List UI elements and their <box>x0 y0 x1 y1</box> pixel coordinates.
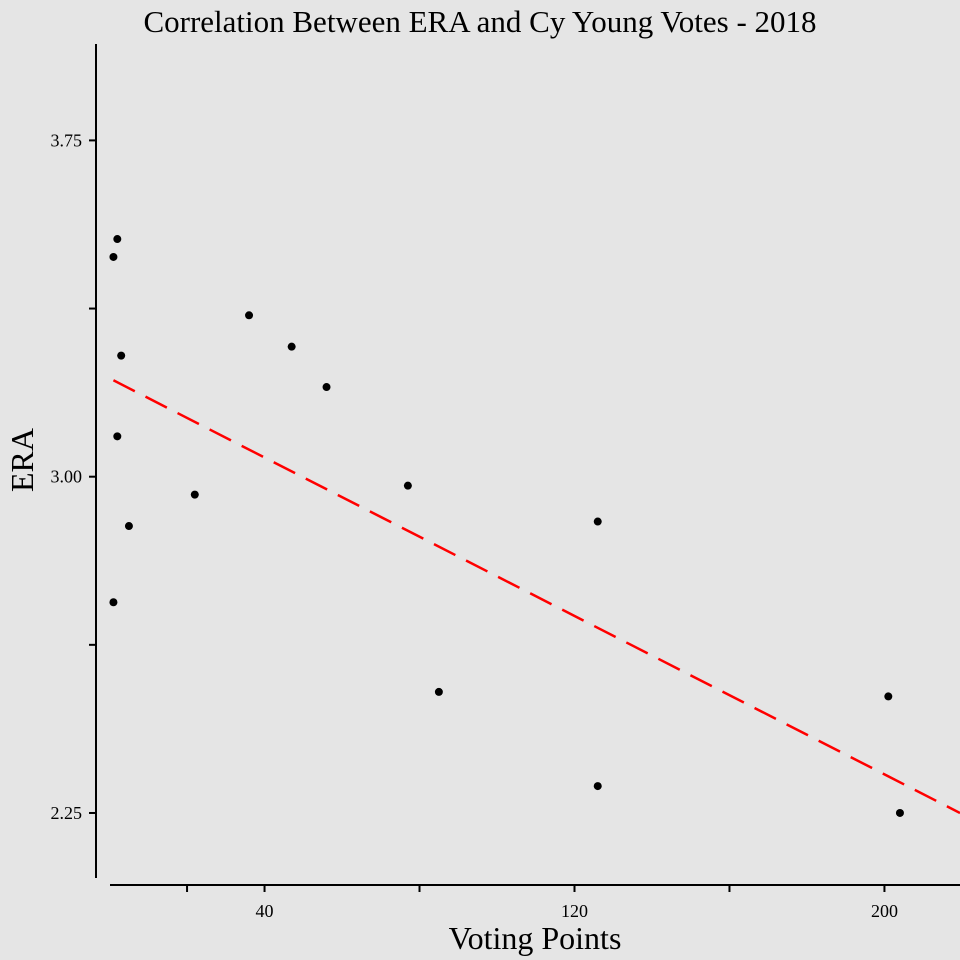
y-tick-label: 3.00 <box>51 467 83 487</box>
data-point <box>434 687 443 696</box>
y-tick-label: 3.75 <box>51 130 83 150</box>
data-point <box>113 432 122 441</box>
x-axis-label: Voting Points <box>449 920 622 956</box>
data-point <box>113 235 122 244</box>
data-point <box>109 252 118 261</box>
data-point <box>895 808 904 817</box>
data-point <box>117 351 126 360</box>
y-tick-label: 2.25 <box>51 803 83 823</box>
data-point <box>593 782 602 791</box>
data-point <box>124 522 133 531</box>
data-point <box>109 598 118 607</box>
x-tick-label: 120 <box>561 901 588 921</box>
data-point <box>245 311 254 320</box>
chart-title: Correlation Between ERA and Cy Young Vot… <box>143 4 816 39</box>
x-tick-label: 40 <box>256 901 274 921</box>
data-point <box>287 342 296 351</box>
y-axis-ticks: 2.25 3.00 3.75 <box>51 130 96 823</box>
x-tick-label: 200 <box>871 901 898 921</box>
y-axis-label: ERA <box>4 428 40 492</box>
data-point <box>403 481 412 490</box>
x-axis-ticks: 40 120 200 <box>186 885 898 921</box>
data-point <box>322 383 331 392</box>
data-points <box>109 235 904 817</box>
data-point <box>190 490 199 499</box>
data-point <box>593 517 602 526</box>
data-point <box>884 692 893 701</box>
trend-line <box>112 379 960 815</box>
